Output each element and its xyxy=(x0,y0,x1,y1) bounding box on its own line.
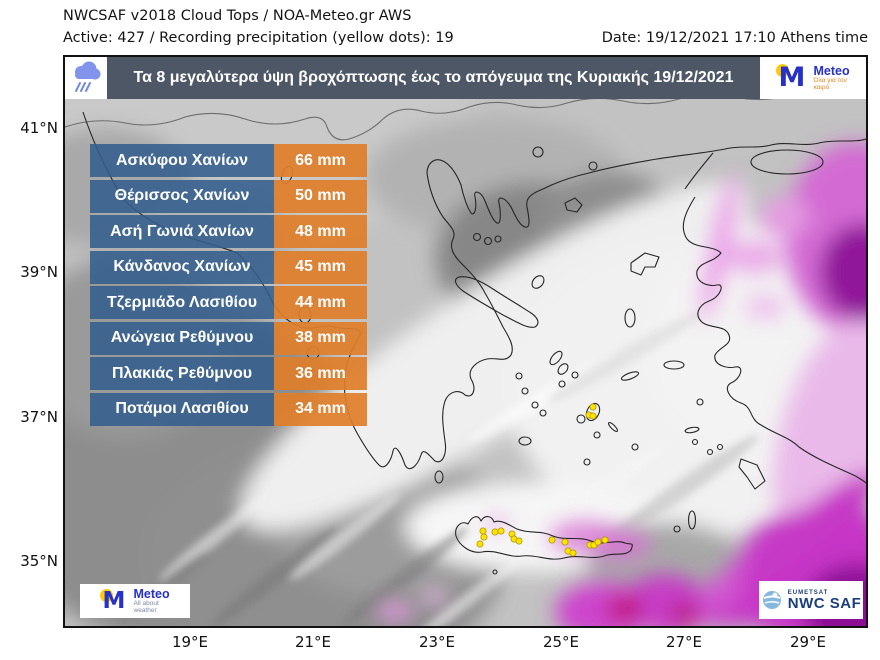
lat-label: 35°N xyxy=(20,552,58,570)
sun-icon xyxy=(775,64,789,77)
meteo-logo-bottom: M Meteo All about weather xyxy=(80,584,190,618)
station-name: Ασκύφου Χανίων xyxy=(90,144,274,177)
precip-dot xyxy=(497,527,505,535)
precip-dot xyxy=(561,538,569,546)
table-row: Ασή Γωνιά Χανίων 48 mm xyxy=(90,215,367,248)
nwcsaf-logo: EUMETSAT NWC SAF xyxy=(759,581,863,619)
station-name: Τζερμιάδο Λασιθίου xyxy=(90,286,274,319)
table-row: Θέρισσος Χανίων 50 mm xyxy=(90,179,367,213)
lat-label: 37°N xyxy=(20,408,58,426)
precip-dot xyxy=(479,527,487,535)
precip-dot xyxy=(548,536,556,544)
table-row: Ποτάμοι Λασιθίου 34 mm xyxy=(90,392,367,426)
meteo-logo-name: Meteo xyxy=(813,63,850,78)
precip-dot xyxy=(569,549,577,557)
lon-label: 23°E xyxy=(418,633,456,651)
rain-amount: 38 mm xyxy=(274,321,367,355)
station-name: Ανώγεια Ρεθύμνου xyxy=(90,321,274,355)
rain-icon-box xyxy=(65,57,107,99)
rain-amount: 36 mm xyxy=(274,357,367,390)
table-row: Τζερμιάδο Λασιθίου 44 mm xyxy=(90,286,367,319)
meteo-logo-tagline: Όλα για τον καιρό xyxy=(813,76,847,91)
station-name: Κάνδανος Χανίων xyxy=(90,250,274,284)
precip-dot xyxy=(589,403,597,411)
rain-amount: 48 mm xyxy=(274,215,367,248)
precip-dot xyxy=(594,538,602,546)
banner-title: Τα 8 μεγαλύτερα ύψη βροχόπτωσης έως το α… xyxy=(107,57,760,99)
active-stations-text: Active: 427 / Recording precipitation (y… xyxy=(63,30,454,46)
precip-dot xyxy=(476,540,484,548)
meteo-m-icon: M xyxy=(99,588,129,614)
rain-amount: 44 mm xyxy=(274,286,367,319)
station-name: Θέρισσος Χανίων xyxy=(90,179,274,213)
map-banner: Τα 8 μεγαλύτερα ύψη βροχόπτωσης έως το α… xyxy=(65,57,866,99)
lon-label: 29°E xyxy=(789,633,827,651)
nwcsaf-label: NWC SAF xyxy=(787,594,862,612)
meteo-logo-tagline-en: All about weather xyxy=(133,599,159,614)
header-subrow: Active: 427 / Recording precipitation (y… xyxy=(63,30,868,46)
table-row: Πλακιάς Ρεθύμνου 36 mm xyxy=(90,357,367,390)
lon-label: 19°E xyxy=(171,633,209,651)
lon-label: 25°E xyxy=(542,633,580,651)
eumetsat-label: EUMETSAT xyxy=(787,589,829,596)
precip-dots-layer xyxy=(476,403,609,557)
rain-amount: 50 mm xyxy=(274,179,367,213)
precip-dot xyxy=(480,533,488,541)
meteo-logo-name: Meteo xyxy=(133,586,170,601)
precip-dot xyxy=(601,536,609,544)
precip-dot xyxy=(491,528,499,536)
date-text: Date: 19/12/2021 17:10 Athens time xyxy=(601,30,868,46)
page-title: NWCSAF v2018 Cloud Tops / NOA-Meteo.gr A… xyxy=(63,8,412,24)
table-row: Κάνδανος Χανίων 45 mm xyxy=(90,250,367,284)
cloud-top-map: Τα 8 μεγαλύτερα ύψη βροχόπτωσης έως το α… xyxy=(63,55,868,628)
nwcsaf-globe-icon xyxy=(762,591,781,609)
lon-label: 27°E xyxy=(665,633,703,651)
table-row: Ασκύφου Χανίων 66 mm xyxy=(90,144,367,177)
sun-icon xyxy=(99,589,113,602)
rainfall-table: Ασκύφου Χανίων 66 mm Θέρισσος Χανίων 50 … xyxy=(90,144,367,428)
rain-amount: 45 mm xyxy=(274,250,367,284)
meteo-logo-top: M Meteo Όλα για τον καιρό xyxy=(760,57,866,99)
rain-cloud-icon xyxy=(75,61,101,92)
lat-label: 41°N xyxy=(20,119,58,137)
rain-amount: 34 mm xyxy=(274,392,367,426)
station-name: Ποτάμοι Λασιθίου xyxy=(90,392,274,426)
meteo-m-icon: M xyxy=(775,63,809,93)
lon-label: 21°E xyxy=(294,633,332,651)
lat-label: 39°N xyxy=(20,263,58,281)
precip-dot xyxy=(515,537,523,545)
rain-amount: 66 mm xyxy=(274,144,367,177)
station-name: Πλακιάς Ρεθύμνου xyxy=(90,357,274,390)
table-row: Ανώγεια Ρεθύμνου 38 mm xyxy=(90,321,367,355)
station-name: Ασή Γωνιά Χανίων xyxy=(90,215,274,248)
precip-dot xyxy=(589,412,597,420)
